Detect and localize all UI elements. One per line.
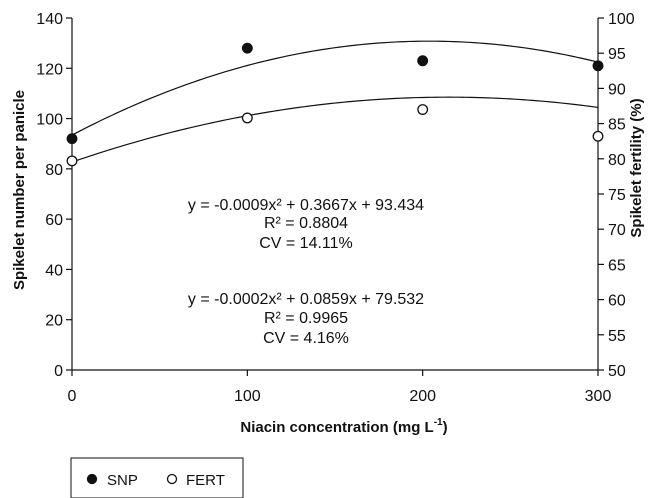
y2-tick-label: 75 (608, 187, 626, 204)
y-tick-label: 60 (45, 212, 63, 229)
y-tick-label: 20 (45, 313, 63, 330)
annotation-snp-equation: y = -0.0009x² + 0.3667x + 93.434 (188, 197, 424, 214)
y-tick-label: 80 (45, 162, 63, 179)
y2-tick-label: 55 (608, 328, 626, 345)
y2-tick-label: 95 (608, 46, 626, 63)
point-snp (592, 60, 604, 72)
fit-curves (71, 40, 599, 163)
annotation-snp: y = -0.0009x² + 0.3667x + 93.434 R² = 0.… (188, 197, 424, 252)
legend-fert-label: FERT (186, 472, 225, 489)
annotation-snp-r2: R² = 0.8804 (264, 215, 348, 232)
annotation-fert: y = -0.0002x² + 0.0859x + 79.532 R² = 0.… (188, 291, 424, 347)
point-fert (241, 112, 253, 124)
point-fert (66, 155, 78, 167)
fit-curve-fert (71, 96, 599, 163)
point-snp (417, 55, 429, 67)
point-fert (592, 130, 604, 142)
axes: 0 20 40 60 80 100 120 140 50 55 60 65 70 75 80 85 90 95 10… (36, 11, 635, 405)
y2-tick-label: 50 (608, 363, 626, 380)
annotation-fert-r2: R² = 0.9965 (264, 310, 348, 327)
x-tick-label: 100 (234, 388, 261, 405)
annotation-snp-cv: CV = 14.11% (259, 235, 353, 252)
y2-tick-label: 80 (608, 152, 626, 169)
point-snp (241, 42, 253, 54)
fit-curve-snp (71, 40, 599, 136)
point-fert (417, 104, 429, 115)
y-tick-label: 100 (36, 112, 63, 129)
x-tick-label: 300 (585, 388, 612, 405)
y2-tick-label: 65 (608, 257, 626, 274)
annotation-fert-equation: y = -0.0002x² + 0.0859x + 79.532 (188, 291, 424, 308)
legend-fert-marker (166, 473, 178, 485)
data-points (66, 42, 604, 167)
y2-tick-label: 60 (608, 293, 626, 310)
y-axis-title: Spikelet number per panicle (11, 90, 28, 290)
y-tick-label: 140 (36, 11, 63, 28)
y-tick-label: 0 (54, 363, 63, 380)
legend-snp-marker (86, 473, 98, 485)
x-axis-title: Niacin concentration (mg L-1) (240, 417, 447, 436)
y2-tick-label: 85 (608, 117, 626, 134)
legend-snp-label: SNP (107, 472, 138, 489)
y-tick-label: 40 (45, 262, 63, 279)
legend: SNP FERT (70, 457, 244, 498)
y-tick-label: 120 (36, 61, 63, 78)
y2-tick-label: 70 (608, 222, 626, 239)
annotation-fert-cv: CV = 4.16% (263, 330, 349, 347)
x-tick-label: 0 (68, 388, 77, 405)
legend-box (70, 457, 244, 498)
x-tick-label: 200 (409, 388, 436, 405)
y2-axis-title: Spikelet fertility (%) (628, 98, 645, 237)
y2-tick-label: 90 (608, 81, 626, 98)
y2-tick-label: 100 (608, 11, 635, 28)
point-snp (66, 133, 78, 145)
